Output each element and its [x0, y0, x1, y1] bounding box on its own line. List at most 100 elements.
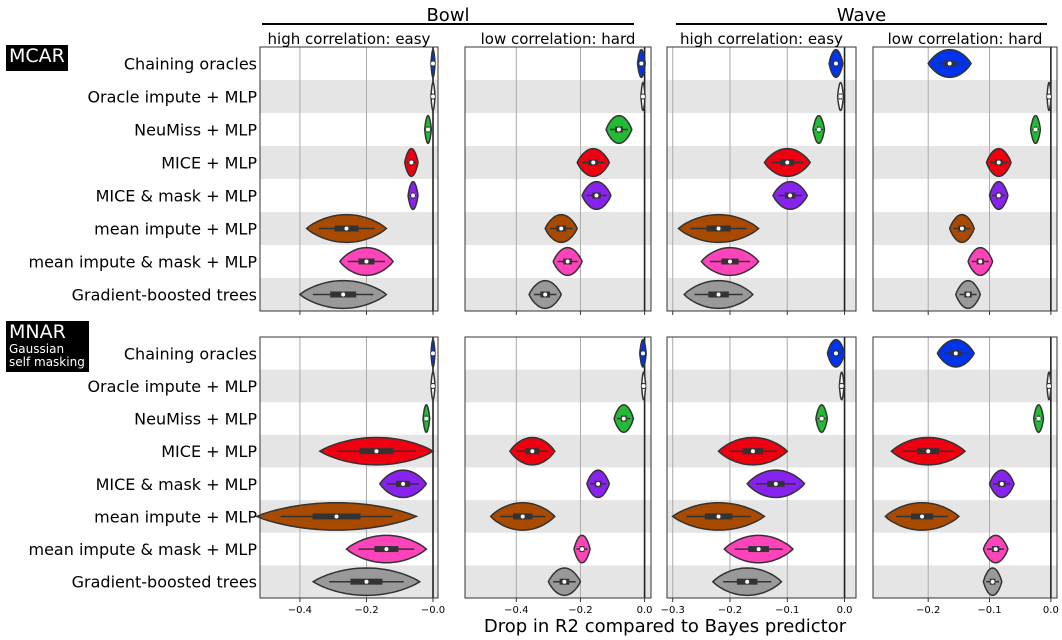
method-label: mean impute & mask + MLP	[29, 540, 258, 559]
method-label: Chaining oracles	[124, 344, 257, 363]
panel-frame	[872, 336, 1058, 599]
panel-mcar-3: low correlation: hard	[872, 30, 1058, 315]
row-band	[667, 80, 856, 113]
violin-median	[788, 193, 793, 198]
method-label: Gradient-boosted trees	[72, 286, 257, 305]
violin-median	[374, 449, 379, 454]
panel-subtitle: low correlation: hard	[888, 30, 1043, 48]
row-band	[260, 369, 438, 403]
panel-mcar-2: high correlation: easy	[666, 30, 857, 315]
mnar-subtitle-line1: Gaussian	[9, 341, 65, 356]
violin-median	[966, 292, 971, 297]
panel-frame	[464, 336, 652, 599]
violin-median	[591, 160, 596, 165]
row-band	[465, 434, 651, 468]
violin-median	[728, 259, 732, 264]
violin-median	[996, 193, 1001, 198]
panel-mnar-2: −0.3 −0.2 −0.1 0.0	[661, 336, 857, 616]
violin-median	[530, 449, 535, 454]
mcar-section-label: MCAR	[6, 45, 68, 71]
violin-median	[431, 383, 436, 388]
x-tick-label: 0.0	[637, 605, 653, 616]
violin-median	[773, 481, 778, 486]
row-band	[667, 146, 856, 179]
violin-median	[565, 259, 570, 264]
violin-median	[616, 127, 621, 132]
panel-frame	[259, 336, 439, 599]
group-title-wave: Wave	[837, 5, 886, 26]
method-label: MICE & mask + MLP	[96, 187, 258, 206]
group-title-bowl: Bowl	[426, 5, 469, 26]
violin-median	[364, 259, 369, 264]
panel-frame	[666, 46, 857, 312]
violin-median	[580, 547, 585, 552]
violin-median	[384, 547, 389, 552]
violin-median	[411, 193, 416, 198]
violin-median	[431, 351, 436, 356]
method-label: mean impute + MLP	[94, 220, 257, 239]
violin-median	[341, 292, 346, 297]
method-label: MICE & mask + MLP	[96, 475, 258, 494]
method-label: MICE + MLP	[161, 154, 257, 173]
row-band	[465, 369, 651, 403]
violin-median	[621, 416, 626, 421]
method-label: Oracle impute + MLP	[87, 88, 257, 107]
violin-median	[596, 481, 601, 486]
violin-median	[431, 61, 436, 66]
violin-median	[334, 514, 339, 519]
x-tick-label: 0.0	[1043, 605, 1059, 616]
violin-median	[996, 160, 1001, 165]
violin-median	[926, 449, 931, 454]
x-tick-label: −0.0	[421, 605, 445, 616]
violin-median	[1047, 94, 1052, 99]
row-band	[873, 369, 1057, 403]
row-band	[873, 565, 1057, 598]
panel-frame	[464, 46, 652, 312]
violin-median	[640, 94, 645, 99]
violin-median	[920, 514, 925, 519]
violin-median	[816, 127, 821, 132]
panel-mcar-0: high correlation: easy	[259, 30, 439, 315]
x-tick-label: −0.4	[504, 605, 528, 616]
x-tick-label: −0.2	[718, 605, 742, 616]
violin-median	[750, 449, 755, 454]
x-tick-label: −0.2	[354, 605, 378, 616]
violin-median	[993, 547, 998, 552]
violin-median	[785, 160, 790, 165]
x-tick-label: −0.2	[568, 605, 592, 616]
mnar-subtitle-line2: self masking	[9, 355, 85, 370]
violin-median	[978, 259, 983, 264]
mnar-section-label: MNAR Gaussian self masking	[6, 321, 89, 373]
violin-median	[639, 61, 644, 66]
violin-median	[562, 579, 567, 584]
x-tick-label: 0.0	[837, 605, 853, 616]
violin-median	[364, 579, 369, 584]
panel-frame	[259, 46, 439, 312]
method-label: NeuMiss + MLP	[134, 410, 257, 429]
violin-median	[431, 94, 436, 99]
panel-subtitle: low correlation: hard	[481, 30, 636, 48]
violin-median	[833, 351, 838, 356]
violin-median	[1036, 416, 1041, 421]
x-tick-label: −0.2	[916, 605, 940, 616]
x-tick-label: −0.3	[661, 605, 685, 616]
violin-median	[959, 226, 964, 231]
panel-frame	[666, 336, 857, 599]
violin-median	[344, 226, 349, 231]
violin-median	[401, 481, 406, 486]
violin-median	[409, 160, 414, 165]
panel-mnar-1: −0.4 −0.2 0.0	[464, 336, 653, 616]
violin-median	[999, 481, 1004, 486]
row-band	[465, 80, 651, 113]
method-label: mean impute + MLP	[94, 507, 257, 526]
method-label: Oracle impute + MLP	[87, 377, 257, 396]
violin-median	[1033, 127, 1038, 132]
violin-median	[640, 351, 645, 356]
panel-subtitle: high correlation: easy	[268, 30, 431, 48]
violin-median	[543, 292, 548, 297]
violin-median	[520, 514, 525, 519]
panel-mnar-0: −0.4 −0.2 −0.0	[254, 336, 445, 616]
violin-median	[716, 514, 721, 519]
panel-frame	[872, 46, 1058, 312]
violin-median	[947, 61, 952, 66]
